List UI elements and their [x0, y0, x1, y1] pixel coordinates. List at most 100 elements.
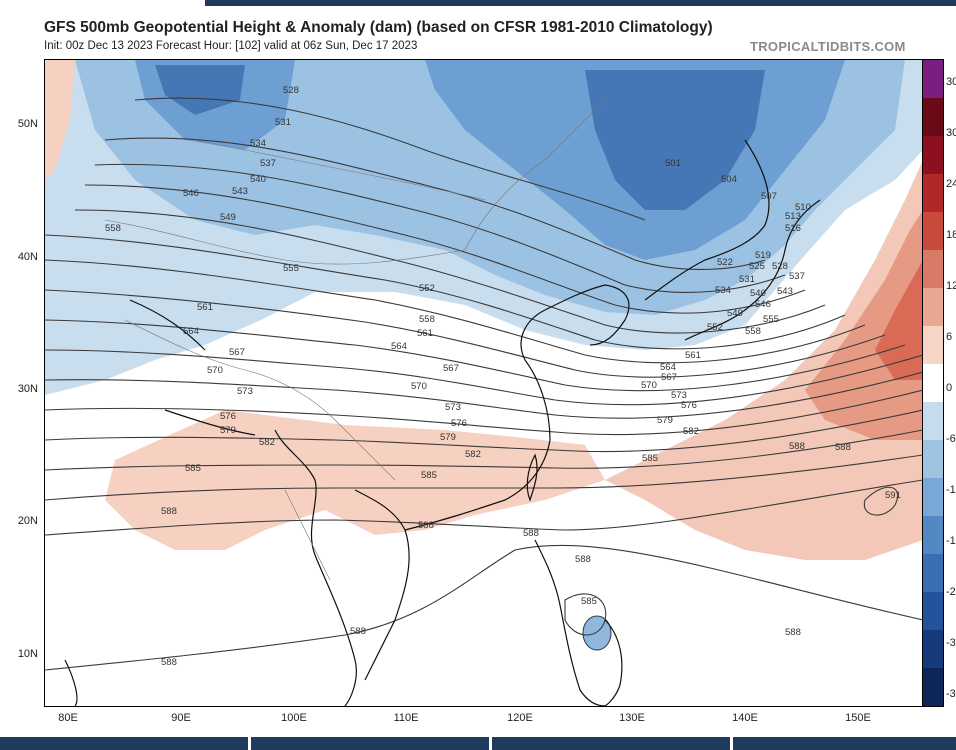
- contour-label: 588: [523, 528, 539, 539]
- contour-label: 537: [789, 271, 805, 282]
- contour-label: 543: [777, 286, 793, 297]
- contour-label: 546: [755, 299, 771, 310]
- contour-label: 501: [665, 158, 681, 169]
- contour-label: 531: [275, 117, 291, 128]
- contour-label: 537: [260, 158, 276, 169]
- colorbar-segment: [923, 212, 943, 251]
- contour-label: 585: [642, 453, 658, 464]
- contour-label: 552: [707, 322, 723, 333]
- contour-label: 561: [417, 328, 433, 339]
- contour-label: 570: [411, 381, 427, 392]
- contour-label: 549: [727, 308, 743, 319]
- lat-label: 50N: [17, 118, 38, 130]
- colorbar-label: -24: [946, 586, 956, 598]
- contour-label: 585: [185, 463, 201, 474]
- colorbar-segment: [923, 592, 943, 631]
- contour-label: 570: [207, 365, 223, 376]
- contour-label: 510: [795, 202, 811, 213]
- contour-label: 579: [440, 432, 456, 443]
- top-toolbar-strip: [205, 0, 956, 6]
- anomaly-negative-core: [155, 65, 765, 210]
- colorbar-label: -30: [946, 637, 956, 649]
- contour-label: 585: [421, 470, 437, 481]
- height-contours: [45, 97, 923, 671]
- colorbar-segment: [923, 440, 943, 479]
- colorbar-segment: [923, 250, 943, 289]
- contour-label: 564: [391, 341, 407, 352]
- contour-label: 519: [755, 250, 771, 261]
- colorbar-segment: [923, 516, 943, 555]
- colorbar-segment: [923, 98, 943, 137]
- contour-label: 573: [671, 390, 687, 401]
- contour-label: 525: [749, 261, 765, 272]
- contour-label: 573: [445, 402, 461, 413]
- country-borders: [104, 99, 606, 581]
- map-panel: 528 531 534 537 540 543 546 549 558 555 …: [44, 59, 924, 707]
- contour-label: 558: [419, 314, 435, 325]
- brand-watermark: TROPICALTIDBITS.COM: [750, 39, 906, 54]
- colorbar-label: 6: [946, 331, 953, 343]
- contour-label: 576: [220, 411, 236, 422]
- anomaly-positive-nw: [45, 60, 75, 180]
- lat-label: 10N: [17, 648, 38, 660]
- colorbar-segment: [923, 402, 943, 441]
- contour-label: 564: [660, 362, 676, 373]
- contour-label: 567: [229, 347, 245, 358]
- contour-label: 552: [419, 283, 435, 294]
- lon-label: 120E: [507, 712, 533, 724]
- lat-label: 20N: [17, 515, 38, 527]
- contour-label: 567: [661, 372, 677, 383]
- colorbar-segment: [923, 60, 943, 99]
- lat-label: 30N: [17, 383, 38, 395]
- colorbar-segment: [923, 326, 943, 365]
- contour-label: 579: [220, 425, 236, 436]
- contour-label: 534: [250, 138, 266, 149]
- anomaly-positive-band: [105, 410, 605, 550]
- lat-label: 40N: [17, 251, 38, 263]
- contour-label: 558: [745, 326, 761, 337]
- contour-label: 558: [105, 223, 121, 234]
- colorbar-segment: [923, 668, 943, 706]
- contour-label: 588: [835, 442, 851, 453]
- colorbar-label: -6: [946, 433, 956, 445]
- contour-label: 555: [283, 263, 299, 274]
- colorbar-segment: [923, 364, 943, 403]
- lon-label: 150E: [845, 712, 871, 724]
- contour-label: 576: [681, 400, 697, 411]
- contour-label: 531: [739, 274, 755, 285]
- contour-label: 582: [259, 437, 275, 448]
- colorbar-label: 30: [946, 127, 956, 139]
- chart-subtitle: Init: 00z Dec 13 2023 Forecast Hour: [10…: [44, 40, 418, 52]
- lon-label: 100E: [281, 712, 307, 724]
- colorbar-label: 0: [946, 382, 953, 394]
- contour-label: 540: [250, 174, 266, 185]
- contour-label: 585: [581, 596, 597, 607]
- colorbar-label: -12: [946, 484, 956, 496]
- contour-label: 507: [761, 191, 777, 202]
- contour-label: 588: [418, 520, 434, 531]
- contour-label: 522: [717, 257, 733, 268]
- contour-label: 588: [785, 627, 801, 638]
- colorbar-label: 18: [946, 229, 956, 241]
- bottom-toolbar-strip: [0, 737, 956, 750]
- colorbar-label: -36: [946, 688, 956, 700]
- contour-label: 540: [750, 288, 766, 299]
- colorbar-segment: [923, 630, 943, 669]
- colorbar-segment: [923, 174, 943, 213]
- contour-label: 555: [763, 314, 779, 325]
- contour-label: 504: [721, 174, 737, 185]
- contour-label: 546: [183, 188, 199, 199]
- colorbar-segment: [923, 288, 943, 327]
- lon-label: 90E: [171, 712, 191, 724]
- contour-label: 513: [785, 211, 801, 222]
- contour-label: 582: [683, 426, 699, 437]
- coastlines: [64, 139, 821, 706]
- contour-label: 528: [283, 85, 299, 96]
- colorbar-label: 30: [946, 76, 956, 88]
- map-svg: 528 531 534 537 540 543 546 549 558 555 …: [45, 60, 923, 706]
- contour-label: 588: [350, 626, 366, 637]
- contour-label: 588: [161, 657, 177, 668]
- chart-title: GFS 500mb Geopotential Height & Anomaly …: [44, 19, 713, 36]
- colorbar-segment: [923, 554, 943, 593]
- colorbar: [922, 59, 944, 707]
